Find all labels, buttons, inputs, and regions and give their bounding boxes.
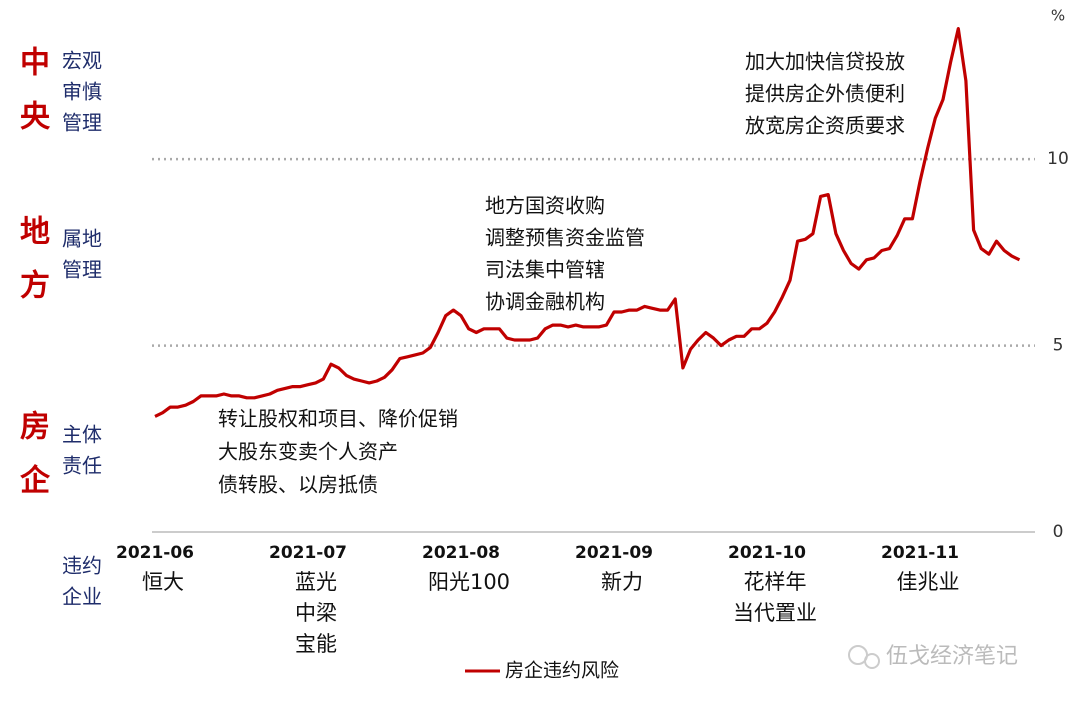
x-tick-label: 2021-10	[728, 543, 806, 563]
series-line	[154, 27, 1021, 418]
default-company: 花样年	[744, 570, 807, 594]
x-tick-label: 2021-11	[881, 543, 959, 563]
level-subtitle: 属地	[62, 227, 102, 251]
default-company: 恒大	[142, 570, 184, 594]
annotation: 转让股权和项目、降价促销	[218, 407, 458, 431]
level-subtitle: 责任	[62, 454, 102, 478]
level-title: 地方	[14, 215, 49, 323]
annotation: 提供房企外债便利	[745, 82, 905, 106]
watermark-icon	[864, 653, 880, 669]
y-tick-label: 5	[1053, 336, 1064, 356]
defaults-label: 违约	[62, 554, 102, 578]
default-company: 新力	[601, 570, 643, 594]
default-company: 宝能	[295, 632, 337, 656]
x-tick-label: 2021-07	[269, 543, 347, 563]
defaults-label: 企业	[62, 585, 102, 609]
default-company: 阳光100	[428, 570, 510, 594]
annotation: 大股东变卖个人资产	[218, 440, 398, 464]
default-company: 蓝光	[295, 570, 337, 594]
annotation: 协调金融机构	[485, 290, 605, 314]
level-subtitle: 审慎	[62, 80, 102, 104]
default-company: 当代置业	[733, 601, 817, 625]
annotation: 债转股、以房抵债	[218, 473, 378, 497]
annotation: 地方国资收购	[485, 194, 605, 218]
annotation: 放宽房企资质要求	[745, 114, 905, 138]
annotation: 司法集中管辖	[485, 258, 605, 282]
x-tick-label: 2021-06	[116, 543, 194, 563]
y-tick-label: 0	[1053, 522, 1064, 542]
default-company: 佳兆业	[897, 570, 960, 594]
level-subtitle: 管理	[62, 111, 102, 135]
level-title: 房企	[14, 410, 49, 518]
default-company: 中梁	[295, 601, 337, 625]
watermark: 伍戈经济笔记	[886, 644, 1018, 669]
x-tick-label: 2021-08	[422, 543, 500, 563]
level-subtitle: 主体	[62, 423, 102, 447]
annotation: 加大加快信贷投放	[745, 50, 905, 74]
annotation: 调整预售资金监管	[485, 226, 645, 250]
level-subtitle: 管理	[62, 258, 102, 282]
x-tick-label: 2021-09	[575, 543, 653, 563]
unit-label: %	[1051, 7, 1065, 25]
level-title: 中央	[14, 46, 49, 154]
level-subtitle: 宏观	[62, 49, 102, 73]
y-tick-label: 10	[1047, 149, 1069, 169]
legend-label: 房企违约风险	[505, 660, 619, 682]
